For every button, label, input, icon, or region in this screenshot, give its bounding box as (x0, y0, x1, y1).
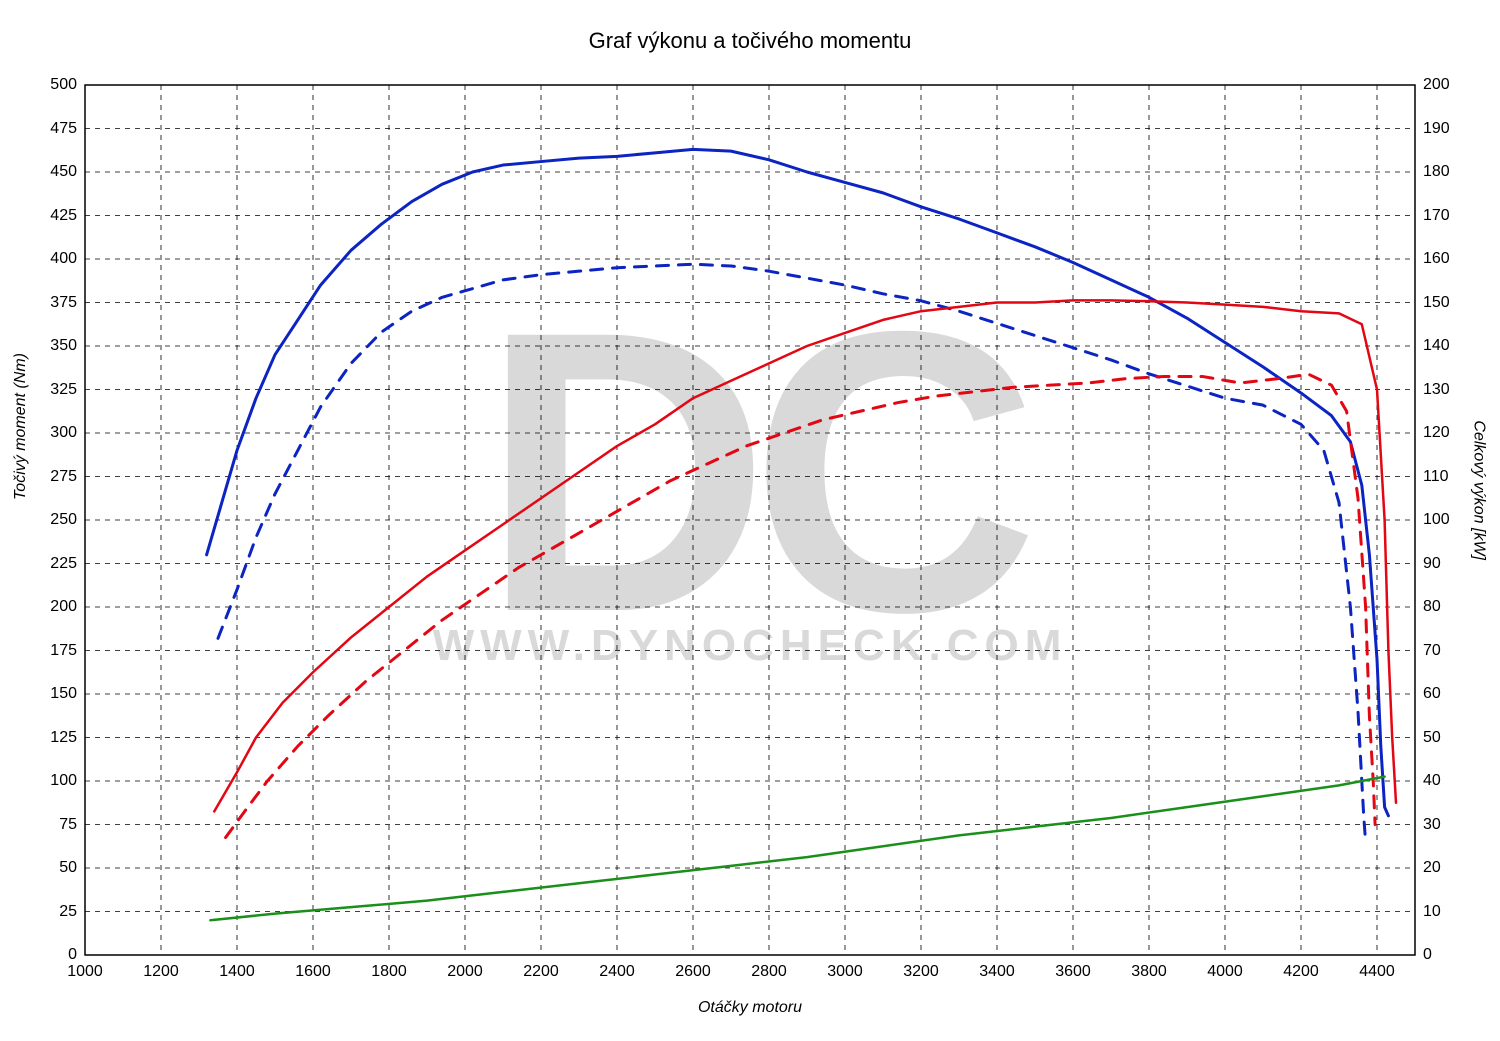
x-tick-label: 2800 (744, 963, 794, 981)
x-tick-label: 1200 (136, 963, 186, 981)
x-tick-label: 3000 (820, 963, 870, 981)
y2-tick-label: 30 (1423, 816, 1463, 834)
x-tick-label: 4000 (1200, 963, 1250, 981)
x-tick-label: 2000 (440, 963, 490, 981)
watermark-url: WWW.DYNOCHECK.COM (433, 621, 1068, 670)
x-axis-label: Otáčky motoru (0, 999, 1500, 1017)
x-tick-label: 2400 (592, 963, 642, 981)
y2-tick-label: 40 (1423, 772, 1463, 790)
y2-tick-label: 190 (1423, 120, 1463, 138)
y1-tick-label: 450 (37, 163, 77, 181)
y1-tick-label: 75 (37, 816, 77, 834)
chart-title: Graf výkonu a točivého momentu (0, 28, 1500, 54)
x-tick-label: 2200 (516, 963, 566, 981)
y1-tick-label: 300 (37, 424, 77, 442)
series-loss_power (210, 777, 1384, 921)
y1-tick-label: 100 (37, 772, 77, 790)
y2-tick-label: 150 (1423, 294, 1463, 312)
y1-tick-label: 425 (37, 207, 77, 225)
y2-tick-label: 10 (1423, 903, 1463, 921)
y2-tick-label: 200 (1423, 76, 1463, 94)
y1-tick-label: 275 (37, 468, 77, 486)
x-tick-label: 1600 (288, 963, 338, 981)
x-tick-label: 3800 (1124, 963, 1174, 981)
x-tick-label: 4200 (1276, 963, 1326, 981)
y2-tick-label: 0 (1423, 946, 1463, 964)
y2-tick-label: 120 (1423, 424, 1463, 442)
y2-tick-label: 130 (1423, 381, 1463, 399)
y1-axis-label: Točivý moment (Nm) (12, 353, 30, 500)
y1-tick-label: 200 (37, 598, 77, 616)
y1-tick-label: 325 (37, 381, 77, 399)
plot-area: DCWWW.DYNOCHECK.COM (85, 85, 1415, 955)
y1-tick-label: 25 (37, 903, 77, 921)
y1-tick-label: 175 (37, 642, 77, 660)
y2-tick-label: 20 (1423, 859, 1463, 877)
y1-tick-label: 250 (37, 511, 77, 529)
y1-tick-label: 0 (37, 946, 77, 964)
y1-tick-label: 225 (37, 555, 77, 573)
x-tick-label: 1800 (364, 963, 414, 981)
y2-tick-label: 110 (1423, 468, 1463, 486)
y1-tick-label: 500 (37, 76, 77, 94)
y2-axis-label: Celkový výkon [kW] (1470, 420, 1488, 560)
x-tick-label: 3200 (896, 963, 946, 981)
y2-tick-label: 170 (1423, 207, 1463, 225)
y2-tick-label: 80 (1423, 598, 1463, 616)
y1-tick-label: 50 (37, 859, 77, 877)
x-tick-label: 4400 (1352, 963, 1402, 981)
y2-tick-label: 160 (1423, 250, 1463, 268)
y2-tick-label: 100 (1423, 511, 1463, 529)
grid (85, 85, 1415, 955)
y2-tick-label: 60 (1423, 685, 1463, 703)
y2-tick-label: 90 (1423, 555, 1463, 573)
x-tick-label: 3400 (972, 963, 1022, 981)
x-tick-label: 3600 (1048, 963, 1098, 981)
x-tick-label: 1400 (212, 963, 262, 981)
y1-tick-label: 475 (37, 120, 77, 138)
y1-tick-label: 125 (37, 729, 77, 747)
y1-tick-label: 375 (37, 294, 77, 312)
x-tick-label: 1000 (60, 963, 110, 981)
y1-tick-label: 150 (37, 685, 77, 703)
y2-tick-label: 50 (1423, 729, 1463, 747)
y2-tick-label: 140 (1423, 337, 1463, 355)
x-tick-label: 2600 (668, 963, 718, 981)
y1-tick-label: 400 (37, 250, 77, 268)
y1-tick-label: 350 (37, 337, 77, 355)
y2-tick-label: 180 (1423, 163, 1463, 181)
y2-tick-label: 70 (1423, 642, 1463, 660)
